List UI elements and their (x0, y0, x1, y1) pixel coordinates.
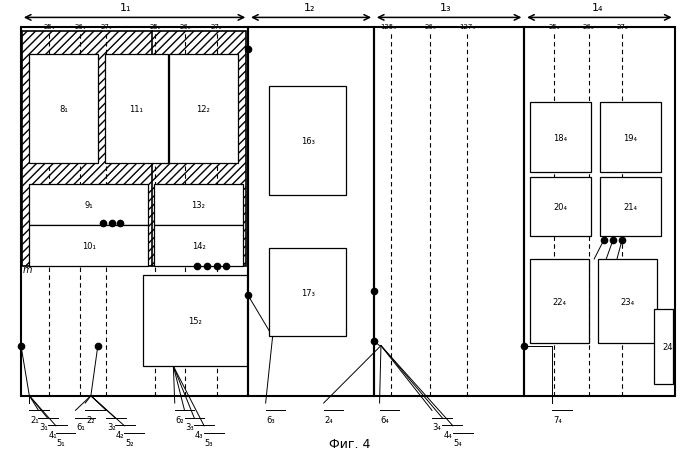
Text: 4₄: 4₄ (443, 430, 452, 439)
Text: 7₄: 7₄ (553, 415, 562, 424)
Text: 23₄: 23₄ (620, 297, 634, 306)
Text: 10₁: 10₁ (82, 241, 96, 250)
Text: 11₁: 11₁ (129, 105, 143, 114)
Text: 4₂: 4₂ (116, 430, 124, 439)
Text: 4₃: 4₃ (195, 430, 203, 439)
Text: 3₃: 3₃ (185, 422, 194, 431)
Bar (600, 177, 661, 237)
Text: 12₂: 12₂ (196, 105, 210, 114)
Text: 6₁: 6₁ (76, 422, 85, 431)
Text: 25₁: 25₁ (43, 24, 55, 30)
Text: 2₄: 2₄ (324, 415, 333, 424)
Text: 18₄: 18₄ (554, 133, 568, 142)
Bar (22, 32, 246, 266)
Text: 2₂: 2₂ (86, 415, 94, 424)
Bar (269, 86, 346, 196)
Bar (530, 177, 591, 237)
Text: 26₂: 26₂ (180, 24, 191, 30)
Text: 27₁: 27₁ (101, 24, 112, 30)
Text: 15₂: 15₂ (188, 316, 202, 325)
Text: 5₁: 5₁ (57, 438, 65, 447)
Bar (29, 184, 148, 225)
Text: 5₂: 5₂ (125, 438, 134, 447)
Text: 24₄: 24₄ (662, 343, 676, 352)
Bar (169, 55, 238, 164)
Text: 6₂: 6₂ (175, 415, 184, 424)
Bar (154, 225, 243, 266)
Text: 27₂: 27₂ (211, 24, 222, 30)
Text: 26₄: 26₄ (583, 24, 594, 30)
Bar (530, 259, 589, 344)
Text: 8₁: 8₁ (59, 105, 68, 114)
Text: 1₂: 1₂ (304, 3, 315, 13)
Text: 2₁: 2₁ (30, 415, 38, 424)
Bar (29, 55, 98, 164)
Text: 5₃: 5₃ (205, 438, 213, 447)
Text: 4₁: 4₁ (48, 430, 57, 439)
Text: 14₂: 14₂ (192, 241, 206, 250)
Text: 20₄: 20₄ (554, 202, 568, 212)
Bar (530, 102, 591, 173)
Bar (105, 55, 168, 164)
Text: 1₃: 1₃ (440, 3, 452, 13)
Text: 1₄: 1₄ (592, 3, 603, 13)
Bar (29, 225, 148, 266)
Bar (374, 27, 524, 396)
Text: 6₃: 6₃ (266, 415, 275, 424)
Text: m: m (22, 264, 32, 274)
Text: 13₂: 13₂ (192, 200, 206, 209)
Bar (598, 259, 657, 344)
Text: 127₃: 127₃ (459, 24, 475, 30)
Bar (248, 27, 374, 396)
Bar (269, 248, 346, 337)
Bar (524, 27, 675, 396)
Bar (600, 102, 661, 173)
Text: 3₁: 3₁ (39, 422, 48, 431)
Text: 16₃: 16₃ (301, 136, 315, 146)
Text: 3₄: 3₄ (433, 422, 442, 431)
Text: 5₄: 5₄ (454, 438, 463, 447)
Text: 1₁: 1₁ (120, 3, 131, 13)
Text: 26₃: 26₃ (424, 24, 435, 30)
Text: 21₄: 21₄ (624, 202, 637, 212)
Text: 125₃: 125₃ (380, 24, 396, 30)
Bar (154, 184, 243, 225)
Text: 17₃: 17₃ (301, 288, 315, 297)
Bar (654, 309, 673, 384)
Text: 22₄: 22₄ (552, 297, 566, 306)
Text: 19₄: 19₄ (624, 133, 637, 142)
Bar (21, 27, 248, 396)
Text: 25₄: 25₄ (549, 24, 560, 30)
Text: 9₁: 9₁ (85, 200, 93, 209)
Text: 3₂: 3₂ (107, 422, 115, 431)
Text: 26₁: 26₁ (75, 24, 86, 30)
Bar (143, 275, 247, 366)
Text: 6₄: 6₄ (380, 415, 389, 424)
Text: 25₂: 25₂ (150, 24, 161, 30)
Text: Фиг. 4: Фиг. 4 (329, 437, 370, 450)
Text: 27₄: 27₄ (617, 24, 628, 30)
